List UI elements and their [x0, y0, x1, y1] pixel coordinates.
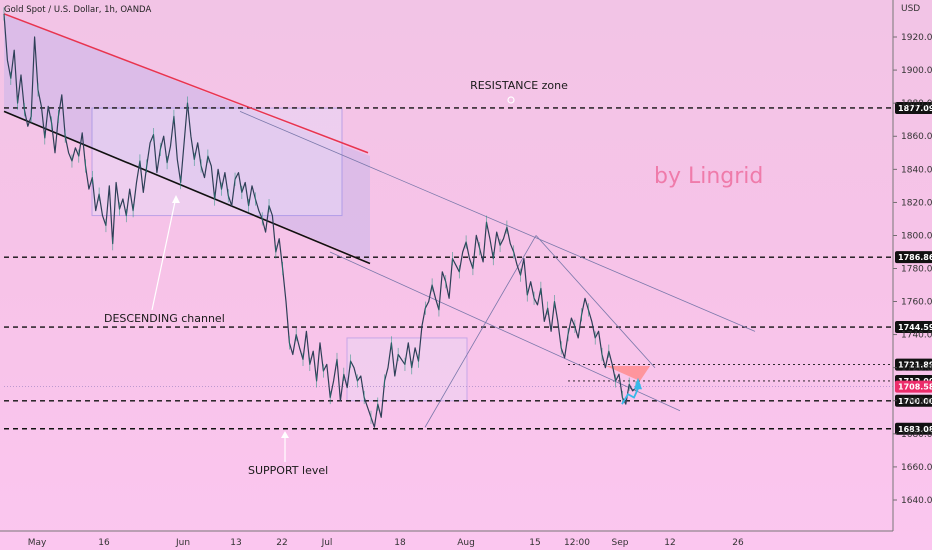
- price-level-badge: [895, 422, 932, 435]
- x-tick-label: 15: [529, 538, 540, 548]
- long-trend-line: [239, 111, 756, 332]
- target-triangle: [606, 366, 650, 381]
- price-level-lines: 1877.0911786.8611744.5951721.8981712.000…: [4, 101, 932, 435]
- price-series: [3, 7, 642, 428]
- y-tick-label: 1780.000: [901, 265, 932, 275]
- price-level-badge: [895, 101, 932, 114]
- x-tick-label: 16: [98, 538, 110, 548]
- x-tick-label: 18: [394, 538, 406, 548]
- price-level-label: 1708.585: [898, 383, 932, 392]
- annotations: RESISTANCE zone DESCENDING channel SUPPORT…: [104, 79, 568, 477]
- y-tick-label: 1660.000: [901, 463, 932, 473]
- price-level-label: 1744.595: [898, 323, 932, 332]
- y-tick-label: 1700.000: [901, 397, 932, 407]
- forecast-arrowhead: [634, 377, 642, 390]
- y-tick-label: 1860.000: [901, 132, 932, 142]
- y-tick-label: 1800.000: [901, 231, 932, 241]
- channel-pointer-head: [172, 195, 180, 203]
- support-label: SUPPORT level: [248, 464, 328, 477]
- price-level-badge: [895, 380, 932, 393]
- price-level-badge: [895, 251, 932, 264]
- lower-trend-line: [329, 251, 681, 412]
- x-tick-label: 12:00: [564, 538, 590, 548]
- y-tick-label: 1920.000: [901, 33, 932, 43]
- x-tick-label: 13: [230, 538, 241, 548]
- x-tick-label: May: [28, 538, 47, 548]
- falling-trend-line: [535, 235, 656, 368]
- resistance-marker: [507, 96, 515, 104]
- x-tick-label: Aug: [457, 538, 475, 548]
- price-level-badge: [895, 321, 932, 334]
- x-tick-label: Jun: [175, 538, 190, 548]
- price-level-label: 1877.091: [898, 104, 932, 113]
- x-tick-label: 22: [276, 538, 287, 548]
- x-tick-label: Sep: [612, 538, 629, 548]
- price-level-label: 1786.861: [898, 253, 932, 262]
- channel-pointer: [151, 196, 177, 311]
- price-level-label: 1700.000: [898, 397, 932, 406]
- y-tick-label: 1900.000: [901, 66, 932, 76]
- price-line: [3, 13, 637, 428]
- drawing-shapes: [4, 13, 468, 402]
- y-tick-label: 1760.000: [901, 298, 932, 308]
- support-pointer-head: [281, 431, 289, 438]
- y-tick-label: 1880.000: [901, 99, 932, 109]
- rising-trend-line: [424, 235, 537, 428]
- forecast-path: [621, 383, 641, 405]
- x-tick-label: 12: [664, 538, 675, 548]
- price-level-label: 1683.082: [898, 425, 932, 434]
- price-level-badge: [895, 358, 932, 371]
- y-tick-label: 1680.000: [901, 430, 932, 440]
- resistance-label: RESISTANCE zone: [470, 79, 568, 92]
- y-tick-label: 1840.000: [901, 165, 932, 175]
- y-tick-label: 1720.000: [901, 364, 932, 374]
- price-level-label: 1721.898: [898, 361, 932, 370]
- range-box-june: [91, 107, 343, 217]
- author-watermark: by Lingrid: [654, 164, 763, 189]
- y-tick-label: 1740.000: [901, 331, 932, 341]
- price-level-badge: [895, 394, 932, 407]
- upper-channel-line: [3, 13, 369, 154]
- currency-label: USD: [901, 4, 920, 14]
- x-tick-label: Jul: [321, 538, 333, 548]
- channel-label: DESCENDING channel: [104, 312, 225, 325]
- chart-title: Gold Spot / U.S. Dollar, 1h, OANDA: [4, 5, 151, 15]
- y-tick-label: 1640.000: [901, 496, 932, 506]
- x-tick-label: 26: [732, 538, 744, 548]
- y-tick-label: 1820.000: [901, 198, 932, 208]
